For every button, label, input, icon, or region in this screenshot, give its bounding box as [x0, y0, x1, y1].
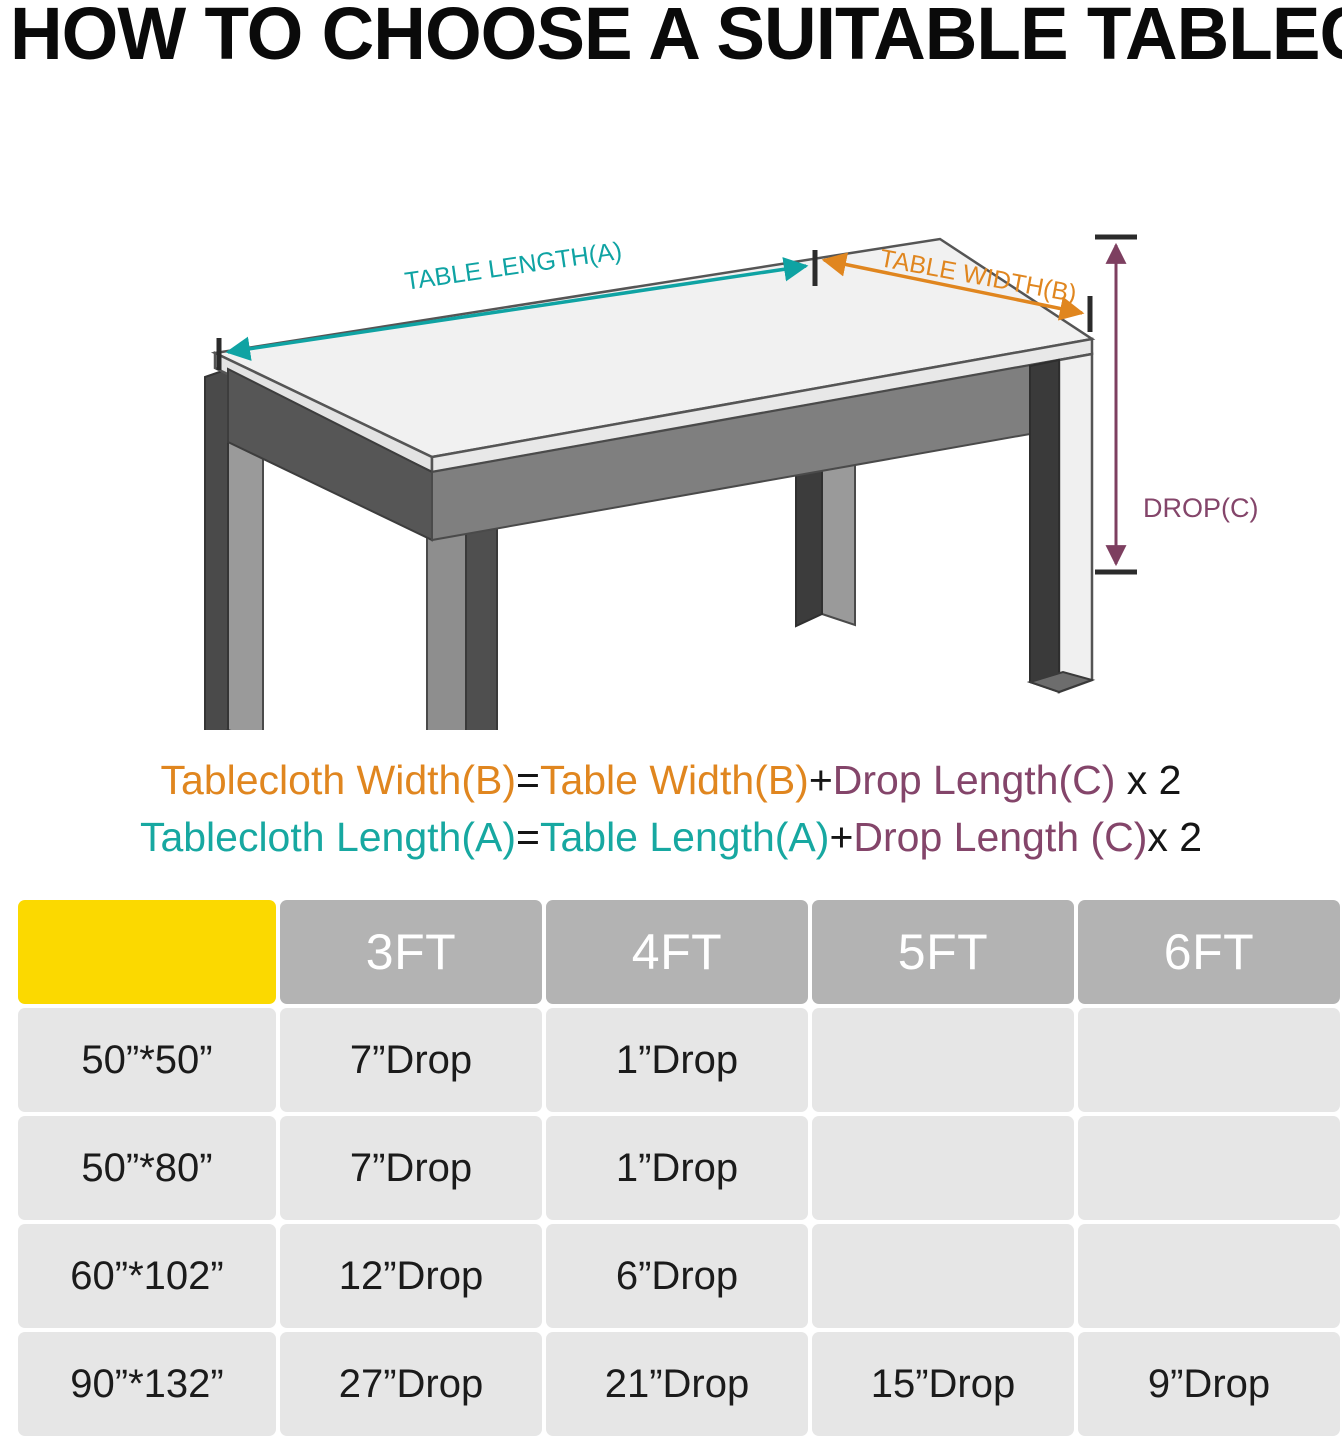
- cell-drop: [812, 1224, 1074, 1328]
- cell-drop: [1078, 1008, 1340, 1112]
- cell-drop: [1078, 1116, 1340, 1220]
- formula-length: Tablecloth Length(A)=Table Length(A)+Dro…: [0, 809, 1342, 866]
- cell-drop: 7”Drop: [280, 1116, 542, 1220]
- cell-drop: 21”Drop: [546, 1332, 808, 1436]
- table-leg-front-left: [204, 367, 264, 730]
- table-header-row: 3FT 4FT 5FT 6FT: [18, 900, 1340, 1004]
- row-label: 90”*132”: [18, 1332, 276, 1436]
- header-cell-3ft: 3FT: [280, 900, 542, 1004]
- table-row: 60”*102” 12”Drop 6”Drop: [18, 1224, 1340, 1328]
- row-label: 60”*102”: [18, 1224, 276, 1328]
- formula-seg: x 2: [1147, 814, 1203, 860]
- formula-seg: Drop Length (C): [853, 814, 1148, 860]
- formula-seg: Drop Length(C): [832, 757, 1116, 803]
- table-illustration-svg: [204, 234, 1137, 730]
- formula-block: Tablecloth Width(B)=Table Width(B)+Drop …: [0, 752, 1342, 866]
- cell-drop: 12”Drop: [280, 1224, 542, 1328]
- cell-drop: 15”Drop: [812, 1332, 1074, 1436]
- dimension-arrow-table-length: [216, 250, 818, 370]
- cell-drop: 6”Drop: [546, 1224, 808, 1328]
- formula-seg: Tablecloth Length(A): [139, 814, 517, 860]
- formula-seg: +: [808, 757, 833, 803]
- formula-seg: =: [516, 814, 540, 860]
- table-row: 50”*80” 7”Drop 1”Drop: [18, 1116, 1340, 1220]
- cell-drop: 1”Drop: [546, 1008, 808, 1112]
- header-cell-5ft: 5FT: [812, 900, 1074, 1004]
- cell-drop: [812, 1008, 1074, 1112]
- formula-width: Tablecloth Width(B)=Table Width(B)+Drop …: [0, 752, 1342, 809]
- page-title: HOW TO CHOOSE A SUITABLE TABLECLOTH?: [10, 0, 1342, 75]
- row-label: 50”*50”: [18, 1008, 276, 1112]
- formula-seg: Table Length(A): [539, 814, 830, 860]
- table-leg-front-right: [1026, 352, 1096, 694]
- formula-seg: x 2: [1115, 757, 1182, 803]
- cell-drop: 9”Drop: [1078, 1332, 1340, 1436]
- tablecloth-drop-table: 3FT 4FT 5FT 6FT 50”*50” 7”Drop 1”Drop 50…: [14, 896, 1342, 1440]
- table-measurement-diagram: TABLE LENGTH(A) TABLE WIDTH(B) DROP(C): [0, 100, 1342, 730]
- formula-seg: +: [829, 814, 854, 860]
- cell-drop: 1”Drop: [546, 1116, 808, 1220]
- cell-drop: [812, 1116, 1074, 1220]
- header-cell-4ft: 4FT: [546, 900, 808, 1004]
- header-accent-cell: [18, 900, 276, 1004]
- formula-seg: Table Width(B): [539, 757, 809, 803]
- header-cell-6ft: 6FT: [1078, 900, 1340, 1004]
- cell-drop: 27”Drop: [280, 1332, 542, 1436]
- row-label: 50”*80”: [18, 1116, 276, 1220]
- table-row: 50”*50” 7”Drop 1”Drop: [18, 1008, 1340, 1112]
- table-row: 90”*132” 27”Drop 21”Drop 15”Drop 9”Drop: [18, 1332, 1340, 1436]
- formula-seg: =: [516, 757, 540, 803]
- cell-drop: [1078, 1224, 1340, 1328]
- dimension-arrow-drop: [1095, 234, 1137, 575]
- formula-seg: Tablecloth Width(B): [160, 757, 516, 803]
- dimension-arrow-table-width: [821, 252, 1093, 332]
- cell-drop: 7”Drop: [280, 1008, 542, 1112]
- drop-label: DROP(C): [1143, 493, 1259, 523]
